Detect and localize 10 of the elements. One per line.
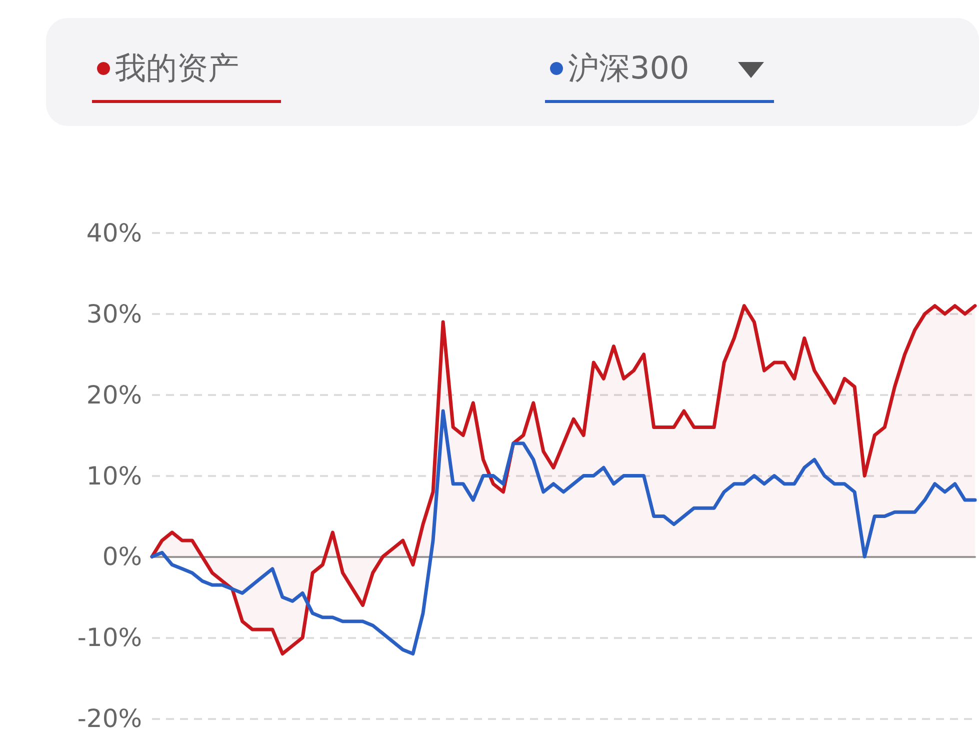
y-tick-label: 30% xyxy=(86,299,142,328)
y-tick-label: -10% xyxy=(77,623,142,652)
legend-label: 我的资产 xyxy=(115,50,239,86)
y-tick-label: -20% xyxy=(77,704,142,731)
legend-label: 沪深300 xyxy=(568,50,690,86)
y-tick-label: 0% xyxy=(102,542,142,572)
y-tick-label: 20% xyxy=(86,380,142,410)
y-tick-label: 10% xyxy=(86,461,142,490)
y-tick-label: 40% xyxy=(86,218,142,248)
line-series xyxy=(150,409,977,656)
